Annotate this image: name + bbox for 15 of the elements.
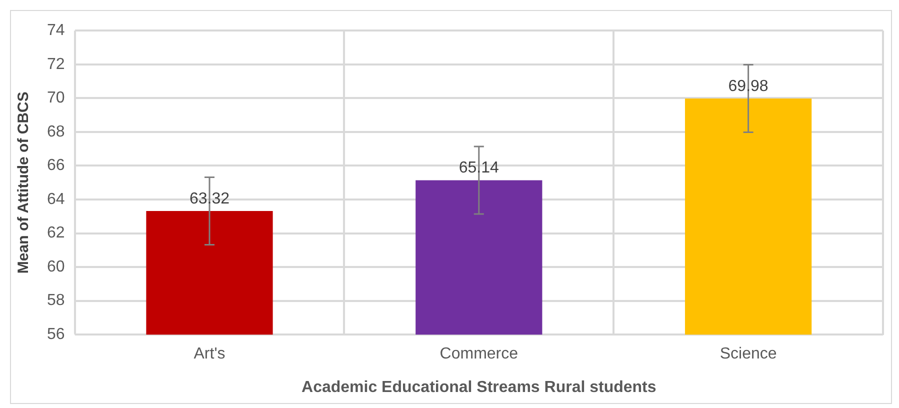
y-tick-label: 74	[47, 22, 65, 40]
y-axis-title: Mean of Attitude of CBCS	[15, 92, 32, 274]
y-tick-label: 56	[47, 326, 65, 344]
y-tick-label: 62	[47, 224, 65, 242]
y-tick-label: 64	[47, 190, 65, 208]
y-tick-label: 72	[47, 56, 65, 73]
x-tick-label: Commerce	[440, 346, 518, 363]
y-tick-label: 60	[47, 258, 65, 276]
y-tick-label: 66	[47, 157, 65, 174]
x-axis-title: Academic Educational Streams Rural students	[302, 378, 656, 396]
y-tick-label: 58	[47, 292, 65, 310]
x-tick-label: Art's	[194, 346, 226, 363]
y-tick-label: 70	[47, 90, 65, 107]
y-tick-label: 68	[47, 123, 65, 140]
x-tick-label: Science	[720, 346, 777, 363]
